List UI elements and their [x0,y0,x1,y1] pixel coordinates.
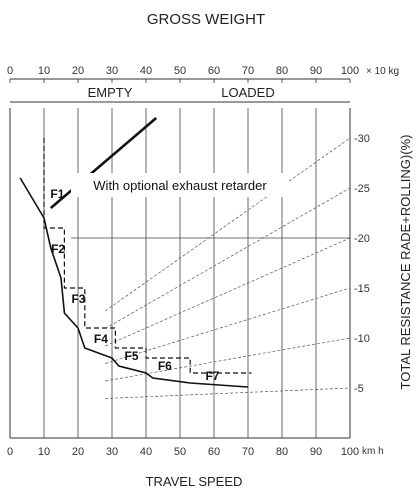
x-tick-label-0: 0 [7,446,13,458]
top-tick-label-6: 60 [208,65,220,77]
x-axis-label: TRAVEL SPEED [146,474,243,489]
annotation-layer: With optional exhaust retarder [71,173,289,197]
weight-line-20 [105,237,351,347]
top-tick-label-8: 80 [276,65,288,77]
weight-line-30 [104,137,351,312]
x-tick-label-2: 20 [72,446,84,458]
top-label-loaded: LOADED [221,85,274,100]
top-tick-label-1: 10 [38,65,50,77]
top-tick-label-9: 90 [310,65,322,77]
top-tick-label-7: 70 [242,65,254,77]
weight-line-10 [105,337,351,382]
weight-line-5 [105,387,351,399]
top-tick-label-10: 100 [341,65,359,77]
gear-label-f3: F3 [71,292,85,306]
series-line-retarder [49,117,158,209]
top-tick-label-4: 40 [140,65,152,77]
top-tick-label-3: 30 [106,65,118,77]
x-tick-label-10: 100 [341,446,359,458]
x-axis-unit: km h [362,446,384,457]
gear-label-f5: F5 [125,349,139,363]
gear-label-f7: F7 [205,369,219,383]
y-tick-label-3: -15 [354,283,370,295]
chart-title: GROSS WEIGHT [147,11,265,28]
top-label-empty: EMPTY [88,85,133,100]
x-tick-label-7: 70 [242,446,254,458]
top-tick-label-0: 0 [7,65,13,77]
annotation-text: With optional exhaust retarder [93,178,267,193]
gear-labels-layer: F1 F2 F3 F4 F5 F6 F7 [50,187,219,383]
series-line-solid [19,177,249,388]
x-tick-label-9: 90 [310,446,322,458]
weight-line-15 [105,287,351,364]
top-tick-label-2: 20 [72,65,84,77]
gear-label-f6: F6 [158,359,172,373]
series-layer [19,117,252,388]
y-tick-label-1: -25 [354,183,370,195]
x-tick-label-3: 30 [106,446,118,458]
weight-line-25 [105,187,351,329]
top-tick-label-5: 50 [174,65,186,77]
x-tick-label-6: 60 [208,446,220,458]
ticks-layer: 0 10 20 30 40 50 60 70 80 90 100 0 10 20 30 40 50 60 70 80 9… [7,65,370,458]
annotation-box [71,173,289,197]
x-tick-label-8: 80 [276,446,288,458]
top-axis-unit: × 10 kg [366,66,399,77]
x-tick-label-5: 50 [174,446,186,458]
gear-label-f1: F1 [50,187,64,201]
x-tick-label-4: 40 [140,446,152,458]
y-tick-label-0: -30 [354,133,370,145]
gear-label-f4: F4 [94,332,108,346]
gear-label-f2: F2 [51,242,65,256]
y-axis-label: TOTAL RESISTANCE RADE+ROLLING)(%) [398,135,413,390]
y-tick-label-4: -10 [354,333,370,345]
y-tick-label-2: -20 [354,233,370,245]
y-tick-label-5: -5 [354,383,364,395]
x-tick-label-1: 10 [38,446,50,458]
